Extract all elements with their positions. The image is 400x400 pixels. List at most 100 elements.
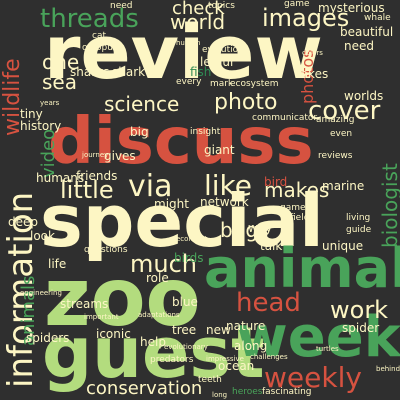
word-much: much [130,250,197,278]
word-predators: predators [150,355,194,365]
word-guest: guest [42,312,265,394]
word-weekly: weekly [264,361,362,394]
word-zoo: zoo [44,251,201,344]
word-communicator: communicator [252,113,318,123]
word-years: years [40,99,60,107]
word-even: even [330,129,353,139]
word-insight: insight [190,127,221,137]
word-photo: photo [214,90,278,115]
word-worlds: worlds [344,89,384,103]
word-amazing: amazing [316,115,355,125]
word-behind: behind [376,365,400,373]
word-topics: topics [208,1,235,11]
word-adaptations: adaptations [138,311,180,319]
word-birds: birds [174,251,204,265]
word-cat: cat [92,31,106,41]
word-might: might [154,197,189,211]
word-cover: cover [308,96,381,126]
word-beautiful: beautiful [340,25,394,39]
word-need: need [110,1,133,11]
word-spider: spider [342,321,380,335]
word-fascinating: fascinating [262,387,312,397]
word-tree: tree [172,323,197,337]
word-biologist: biologist [378,163,400,248]
word-new: new [206,323,231,337]
word-animal: animal [204,237,400,300]
word-heroes: heroes [232,387,263,397]
word-look: look [30,229,55,243]
word-fish: fish [190,65,212,79]
word-human: human [176,39,201,47]
word-network: network [200,195,249,209]
word-evolutionary: evolutionary [164,343,208,351]
word-streams: streams [60,297,109,311]
word-living: living [346,213,371,223]
word-role: role [146,271,169,285]
word-challenges: challenges [250,353,288,361]
word-spiders: spiders [26,331,70,345]
word-big: big [130,125,149,139]
word-history: history [20,119,62,133]
word-unique: unique [322,239,364,253]
word-ocean: ocean [218,359,255,373]
word-engineering: engineering [20,289,62,297]
word-iconic: iconic [96,327,131,341]
word-mark: mark [210,79,234,89]
word-gives: gives [104,149,136,163]
word-like: like [204,169,253,202]
word-ecosystem: ecosystem [230,79,279,89]
word-science: science [104,92,180,116]
word-head: head [236,288,301,318]
word-friends: friends [76,169,118,183]
word-lemur: lemur [200,55,235,69]
word-tiny: tiny [20,107,43,121]
word-guide: guide [346,225,372,235]
word-field: field [290,213,310,223]
word-help: help [140,335,166,349]
word-world: world [170,10,226,34]
word-marine: marine [322,179,365,193]
word-makes: makes [264,178,330,202]
word-turtles: turtles [316,345,339,353]
word-sea: sea [42,70,77,94]
word-long: long [212,391,228,399]
word-special: special [40,179,324,263]
word-every: every [176,77,202,87]
word-review: review [44,10,323,96]
word-sharks: sharks [70,65,110,79]
word-blue: blue [172,295,198,309]
word-weeks: weeks [236,305,400,370]
word-game: game [284,0,310,9]
word-little: little [60,176,114,204]
word-need: need [344,39,374,53]
word-impressive: impressive [206,355,244,363]
word-humans: humans [36,171,85,185]
word-nature: nature [226,319,266,333]
word-bird: bird [264,175,288,189]
word-check: check [172,0,225,19]
word-giant: giant [204,143,235,157]
word-evolution: evolution [202,45,244,55]
word-conservation: conservation [86,378,203,399]
word-journey: journey [82,151,109,159]
word-life: life [48,257,67,271]
word-talk: talk [260,239,283,253]
word-games: games [280,203,311,213]
word-images: images [262,4,350,32]
word-bugs: bugs [220,218,269,242]
word-important: important [84,313,119,321]
word-reviews: reviews [318,151,353,161]
word-ecologist: ecologist [176,235,208,243]
word-way: way [248,221,273,235]
word-along: along [234,339,268,353]
word-takes: takes [296,67,329,81]
word-octopus: octopus [82,43,118,53]
word-one: one [42,50,80,74]
word-whale: whale [364,13,391,23]
word-work: work [330,296,389,324]
word-discuss: discuss [48,105,314,179]
word-colors: colors [302,49,323,57]
word-via: via [128,169,173,204]
word-mysterious: mysterious [318,1,385,15]
